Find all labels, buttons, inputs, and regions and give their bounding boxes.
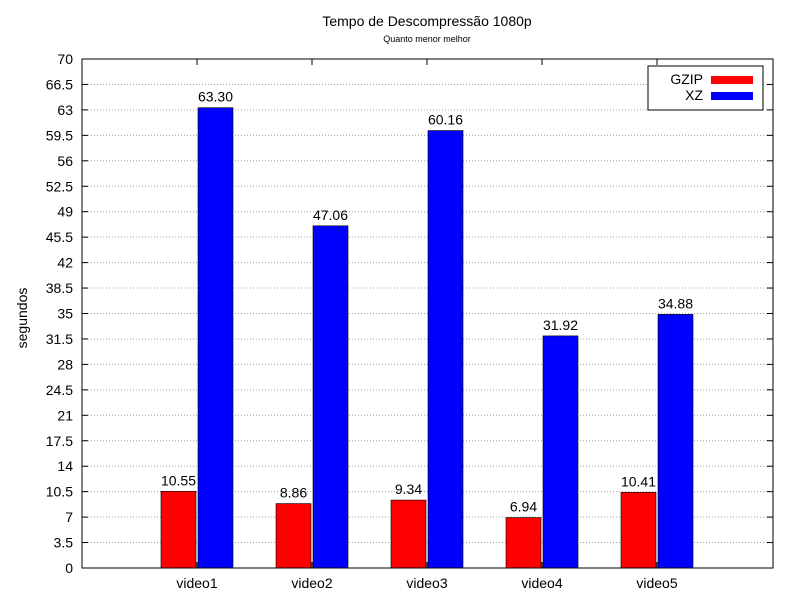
y-tick-label: 66.5 <box>46 76 73 92</box>
y-tick-label: 52.5 <box>46 178 73 194</box>
y-tick-label: 24.5 <box>46 382 73 398</box>
y-tick-label: 42 <box>57 255 73 271</box>
x-axis-ticks: video1 video2 video3 video4 video5 <box>176 59 678 591</box>
data-label: 10.41 <box>621 473 656 489</box>
data-label: 8.86 <box>280 485 307 501</box>
legend-label-gzip: GZIP <box>670 71 703 87</box>
bar-xz-video4 <box>542 335 579 569</box>
y-tick-label: 17.5 <box>46 433 73 449</box>
data-label: 6.94 <box>510 499 537 515</box>
x-tick-label: video5 <box>636 575 677 591</box>
x-tick-label: video4 <box>521 575 562 591</box>
gridlines <box>82 83 773 544</box>
plot-frame <box>81 58 774 569</box>
legend: GZIP XZ <box>647 65 764 111</box>
bar-gzip-video5 <box>620 492 657 569</box>
y-tick-label: 7 <box>65 509 73 525</box>
y-tick-label: 28 <box>57 356 73 372</box>
bar-xz-video1 <box>197 107 234 569</box>
data-label: 10.55 <box>161 472 196 488</box>
y-tick-label: 35 <box>57 306 73 322</box>
y-tick-label: 10.5 <box>46 484 73 500</box>
bars: 10.55 63.30 8.86 47.06 9.34 60.16 6.94 31.92 10.… <box>160 89 694 569</box>
y-axis-ticks: 0 3.5 7 10.5 14 17.5 21 24.5 28 31.5 35 38.5 42 45.5 4… <box>46 51 773 576</box>
y-tick-label: 45.5 <box>46 229 73 245</box>
y-tick-label: 14 <box>57 458 73 474</box>
legend-label-xz: XZ <box>685 87 703 103</box>
bar-gzip-video4 <box>505 517 542 569</box>
y-axis-label: segundos <box>14 288 30 349</box>
bar-xz-video5 <box>657 314 694 569</box>
data-label: 34.88 <box>658 295 693 311</box>
y-tick-label: 59.5 <box>46 127 73 143</box>
legend-swatch-gzip <box>711 76 753 84</box>
y-tick-label: 49 <box>57 204 73 220</box>
y-tick-label: 70 <box>57 51 73 67</box>
data-label: 9.34 <box>395 481 422 497</box>
bar-gzip-video3 <box>390 499 427 569</box>
bar-gzip-video2 <box>275 503 312 569</box>
y-tick-label: 3.5 <box>54 535 74 551</box>
y-tick-label: 38.5 <box>46 280 73 296</box>
data-label: 47.06 <box>313 207 348 223</box>
y-tick-label: 0 <box>65 560 73 576</box>
bar-xz-video2 <box>312 225 349 569</box>
bar-gzip-video1 <box>160 490 197 569</box>
x-tick-label: video3 <box>406 575 447 591</box>
chart-subtitle: Quanto menor melhor <box>383 34 471 44</box>
y-tick-label: 56 <box>57 153 73 169</box>
legend-box <box>647 65 764 111</box>
x-tick-label: video2 <box>291 575 332 591</box>
y-tick-label: 21 <box>57 407 73 423</box>
chart-title: Tempo de Descompressão 1080p <box>322 13 532 29</box>
x-tick-label: video1 <box>176 575 217 591</box>
data-label: 31.92 <box>543 317 578 333</box>
bar-xz-video3 <box>427 130 464 569</box>
legend-swatch-xz <box>711 92 753 100</box>
data-label: 60.16 <box>428 112 463 128</box>
y-tick-label: 31.5 <box>46 331 73 347</box>
data-label: 63.30 <box>198 89 233 105</box>
y-tick-label: 63 <box>57 102 73 118</box>
